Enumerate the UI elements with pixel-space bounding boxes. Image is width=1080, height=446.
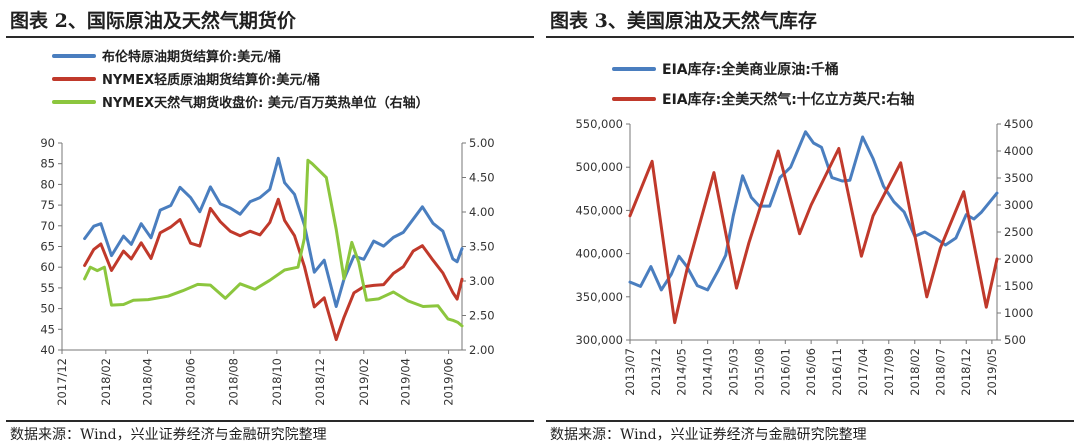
- y-tick-label-left: 40: [40, 343, 55, 357]
- y-tick-label-left: 65: [40, 240, 55, 254]
- x-tick-label: 2018/07: [933, 348, 947, 396]
- y-tick-label-right: 2.50: [469, 309, 495, 323]
- legend: EIA库存:全美商业原油:千桶 EIA库存:全美天然气:十亿立方英尺:右轴: [612, 54, 914, 114]
- x-tick-label: 2017/09: [882, 348, 896, 396]
- series-line-3: [83, 158, 464, 328]
- legend-swatch-gas: [612, 97, 656, 101]
- x-tick-label: 2018/12: [959, 348, 973, 396]
- legend-swatch-wti: [52, 76, 96, 81]
- y-tick-label-right: 4000: [1004, 144, 1033, 158]
- x-tick-label: 2018/02: [908, 348, 922, 396]
- legend-label-crude: EIA库存:全美商业原油:千桶: [662, 62, 839, 78]
- x-tick-label: 2013/07: [623, 348, 637, 396]
- x-tick-label: 2018/08: [227, 358, 241, 406]
- x-tick-label: 2019/02: [357, 358, 371, 406]
- y-tick-label-right: 2000: [1004, 252, 1033, 266]
- legend-label-natgas: NYMEX天然气期货收盘价: 美元/百万英热单位（右轴）: [102, 96, 429, 111]
- legend-swatch-crude: [612, 67, 656, 71]
- panel-oil-gas-futures: 图表 2、国际原油及天然气期货价 布伦特原油期货结算价:美元/桶 NYMEX轻质…: [6, 10, 534, 443]
- y-tick-label-right: 500: [1004, 333, 1026, 347]
- x-tick-label: 2018/02: [99, 358, 113, 406]
- series-line-1: [83, 156, 464, 308]
- x-tick-label: 2016/01: [778, 348, 792, 396]
- y-tick-label-left: 450,000: [575, 203, 623, 217]
- title-rule: [6, 36, 534, 38]
- source-note: 数据来源：Wind，兴业证券经济与金融研究院整理: [550, 427, 867, 443]
- x-tick-label: 2017/12: [55, 358, 69, 406]
- x-tick-label: 2015/03: [726, 348, 740, 396]
- legend-label-gas: EIA库存:全美天然气:十亿立方英尺:右轴: [662, 92, 915, 108]
- inventory-chart: 300,000 350,000 400,000 450,000 500,000 550,0…: [575, 117, 1033, 396]
- y-tick-label-left: 550,000: [575, 117, 623, 131]
- y-tick-label-right: 3.00: [469, 274, 495, 288]
- source-rule: [6, 420, 534, 422]
- futures-price-chart: 40 45 50 55 60 65 70 75 80 85 90 2.00 2.50 3.00 3.50 4.…: [40, 136, 495, 406]
- y-tick-label-right: 2.00: [469, 343, 495, 357]
- y-tick-label-right: 4.00: [469, 205, 495, 219]
- x-tick-label: 2019/05: [985, 348, 999, 396]
- y-tick-label-right: 3500: [1004, 171, 1033, 185]
- x-tick-label: 2018/12: [313, 358, 327, 406]
- x-tick-label: 2015/08: [752, 348, 766, 396]
- source-note: 数据来源：Wind，兴业证券经济与金融研究院整理: [10, 427, 327, 443]
- x-tick-label: 2018/04: [141, 358, 155, 406]
- legend-label-brent: 布伦特原油期货结算价:美元/桶: [102, 50, 281, 65]
- chart-title: 图表 2、国际原油及天然气期货价: [10, 10, 296, 32]
- y-tick-label-left: 90: [40, 136, 55, 150]
- y-tick-label-left: 300,000: [575, 333, 623, 347]
- legend: 布伦特原油期货结算价:美元/桶 NYMEX轻质原油期货结算价:美元/桶 NYME…: [52, 44, 429, 113]
- y-tick-label-left: 60: [40, 260, 55, 274]
- y-tick-label-left: 400,000: [575, 247, 623, 261]
- y-tick-label-right: 5.00: [469, 136, 495, 150]
- x-tick-label: 2018/10: [270, 358, 284, 406]
- y-tick-label-left: 50: [40, 302, 55, 316]
- y-tick-label-left: 85: [40, 157, 55, 171]
- series-line-2: [83, 197, 464, 342]
- x-tick-label: 2017/04: [856, 348, 870, 396]
- y-tick-label-left: 45: [40, 322, 55, 336]
- y-tick-label-left: 75: [40, 198, 55, 212]
- y-tick-label-right: 4500: [1004, 117, 1033, 131]
- y-tick-label-left: 500,000: [575, 160, 623, 174]
- y-tick-label-right: 3000: [1004, 198, 1033, 212]
- legend-swatch-natgas: [52, 99, 96, 104]
- source-rule: [546, 420, 1074, 422]
- panel-us-inventory: 图表 3、美国原油及天然气库存 EIA库存:全美商业原油:千桶 EIA库存:全美…: [540, 0, 1080, 446]
- y-tick-label-right: 2500: [1004, 225, 1033, 239]
- chart-title: 图表 3、美国原油及天然气库存: [550, 10, 817, 32]
- y-tick-label-left: 350,000: [575, 290, 623, 304]
- y-tick-label-right: 4.50: [469, 171, 495, 185]
- legend-swatch-brent: [52, 53, 96, 58]
- y-tick-label-left: 80: [40, 177, 55, 191]
- x-tick-label: 2013/12: [649, 348, 663, 396]
- x-tick-label: 2016/06: [804, 348, 818, 396]
- y-tick-label-left: 55: [40, 281, 55, 295]
- y-tick-label-left: 70: [40, 219, 55, 233]
- x-tick-label: 2014/10: [701, 348, 715, 396]
- x-tick-label: 2016/11: [830, 348, 844, 396]
- y-tick-label-right: 1000: [1004, 306, 1033, 320]
- x-tick-label: 2018/06: [184, 358, 198, 406]
- x-tick-label: 2019/04: [398, 358, 412, 406]
- legend-item-brent: 布伦特原油期货结算价:美元/桶: [52, 44, 429, 67]
- y-tick-label-right: 3.50: [469, 240, 495, 254]
- title-rule: [546, 36, 1074, 38]
- y-tick-label-right: 1500: [1004, 279, 1033, 293]
- legend-item-natgas: NYMEX天然气期货收盘价: 美元/百万英热单位（右轴）: [52, 90, 429, 113]
- legend-item-gas-inventory: EIA库存:全美天然气:十亿立方英尺:右轴: [612, 84, 914, 114]
- x-tick-label: 2014/05: [675, 348, 689, 396]
- series-line-2: [628, 147, 999, 325]
- series-line-1: [628, 130, 999, 292]
- x-tick-label: 2019/06: [442, 358, 456, 406]
- legend-item-crude-inventory: EIA库存:全美商业原油:千桶: [612, 54, 914, 84]
- legend-label-wti: NYMEX轻质原油期货结算价:美元/桶: [102, 73, 321, 88]
- legend-item-wti: NYMEX轻质原油期货结算价:美元/桶: [52, 67, 429, 90]
